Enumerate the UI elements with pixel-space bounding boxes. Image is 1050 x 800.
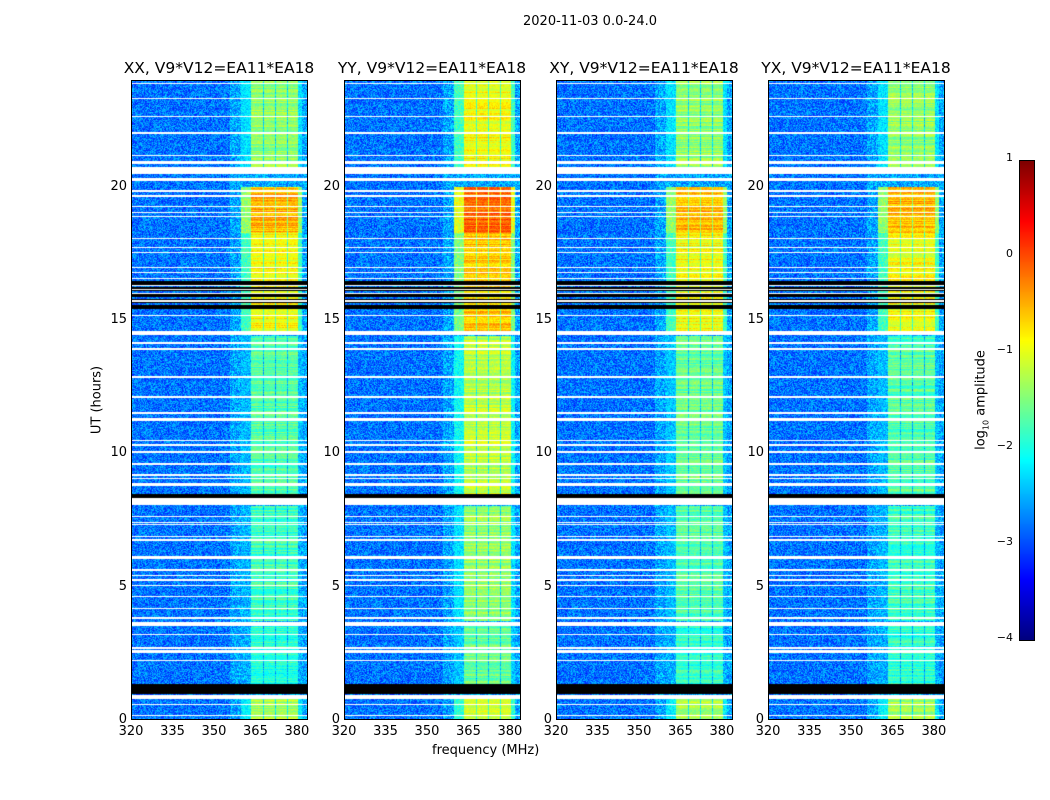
y-tick-label: 5 xyxy=(543,578,552,594)
x-tick-label: 335 xyxy=(160,724,185,739)
colorbar-tick-label: −2 xyxy=(996,439,1013,452)
x-tick-label: 335 xyxy=(373,724,398,739)
x-tick-label: 350 xyxy=(201,724,227,739)
y-tick-label: 0 xyxy=(543,712,552,727)
heatmap-panel-0 xyxy=(131,80,308,720)
y-axis-label: UT (hours) xyxy=(89,365,105,435)
colorbar-tick-label: −1 xyxy=(996,343,1013,356)
heatmap-panel-3 xyxy=(768,80,945,720)
heatmap-panel-1 xyxy=(344,80,521,720)
colorbar-label: log10 amplitude xyxy=(973,350,991,450)
x-tick-label: 380 xyxy=(921,724,947,739)
x-tick-label: 380 xyxy=(709,724,735,739)
x-tick-label: 350 xyxy=(414,724,440,739)
x-tick-label: 320 xyxy=(755,724,781,739)
x-tick-label: 365 xyxy=(243,724,268,739)
y-tick-label: 15 xyxy=(323,312,340,327)
panel-title-0: XX, V9*V12=EA11*EA18 xyxy=(123,59,315,77)
y-tick-label: 10 xyxy=(323,445,340,461)
heatmap-panel-2 xyxy=(556,80,733,720)
x-tick-label: 320 xyxy=(118,724,144,739)
y-tick-label: 10 xyxy=(535,445,552,461)
x-tick-label: 380 xyxy=(497,724,523,739)
x-tick-label: 380 xyxy=(284,724,310,739)
colorbar-tick-label: 1 xyxy=(1006,151,1013,164)
x-tick-label: 365 xyxy=(668,724,693,739)
y-tick-label: 20 xyxy=(110,178,127,194)
y-tick-label: 5 xyxy=(755,578,764,594)
x-tick-label: 320 xyxy=(331,724,357,739)
heatmap-image xyxy=(132,81,307,719)
y-tick-label: 10 xyxy=(110,445,127,461)
figure-title: 2020-11-03 0.0-24.0 xyxy=(523,14,657,29)
x-tick-label: 335 xyxy=(797,724,822,739)
y-tick-label: 5 xyxy=(331,578,340,594)
panel-title-2: XY, V9*V12=EA11*EA18 xyxy=(549,59,739,77)
x-tick-label: 365 xyxy=(456,724,481,739)
colorbar xyxy=(1019,160,1035,641)
x-tick-label: 350 xyxy=(838,724,864,739)
colorbar-tick-label: 0 xyxy=(1006,247,1013,260)
y-tick-label: 0 xyxy=(118,712,127,727)
y-tick-label: 15 xyxy=(747,312,764,327)
y-tick-label: 20 xyxy=(323,178,340,194)
heatmap-image xyxy=(345,81,520,719)
y-tick-label: 15 xyxy=(110,312,127,327)
x-tick-label: 335 xyxy=(585,724,610,739)
colorbar-tick-label: −4 xyxy=(996,631,1013,644)
x-axis-label: frequency (MHz) xyxy=(432,743,540,758)
x-tick-label: 365 xyxy=(880,724,905,739)
y-tick-label: 0 xyxy=(331,712,340,727)
y-tick-label: 10 xyxy=(747,445,764,461)
colorbar-tick-label: −3 xyxy=(996,535,1013,548)
y-tick-label: 20 xyxy=(747,178,764,194)
y-tick-label: 5 xyxy=(118,578,127,594)
y-tick-label: 15 xyxy=(535,312,552,327)
panel-title-1: YY, V9*V12=EA11*EA18 xyxy=(337,59,527,77)
x-tick-label: 350 xyxy=(626,724,652,739)
y-tick-label: 0 xyxy=(755,712,764,727)
y-tick-label: 20 xyxy=(535,178,552,194)
heatmap-image xyxy=(557,81,732,719)
panel-title-3: YX, V9*V12=EA11*EA18 xyxy=(761,59,951,77)
heatmap-image xyxy=(769,81,944,719)
x-tick-label: 320 xyxy=(543,724,569,739)
